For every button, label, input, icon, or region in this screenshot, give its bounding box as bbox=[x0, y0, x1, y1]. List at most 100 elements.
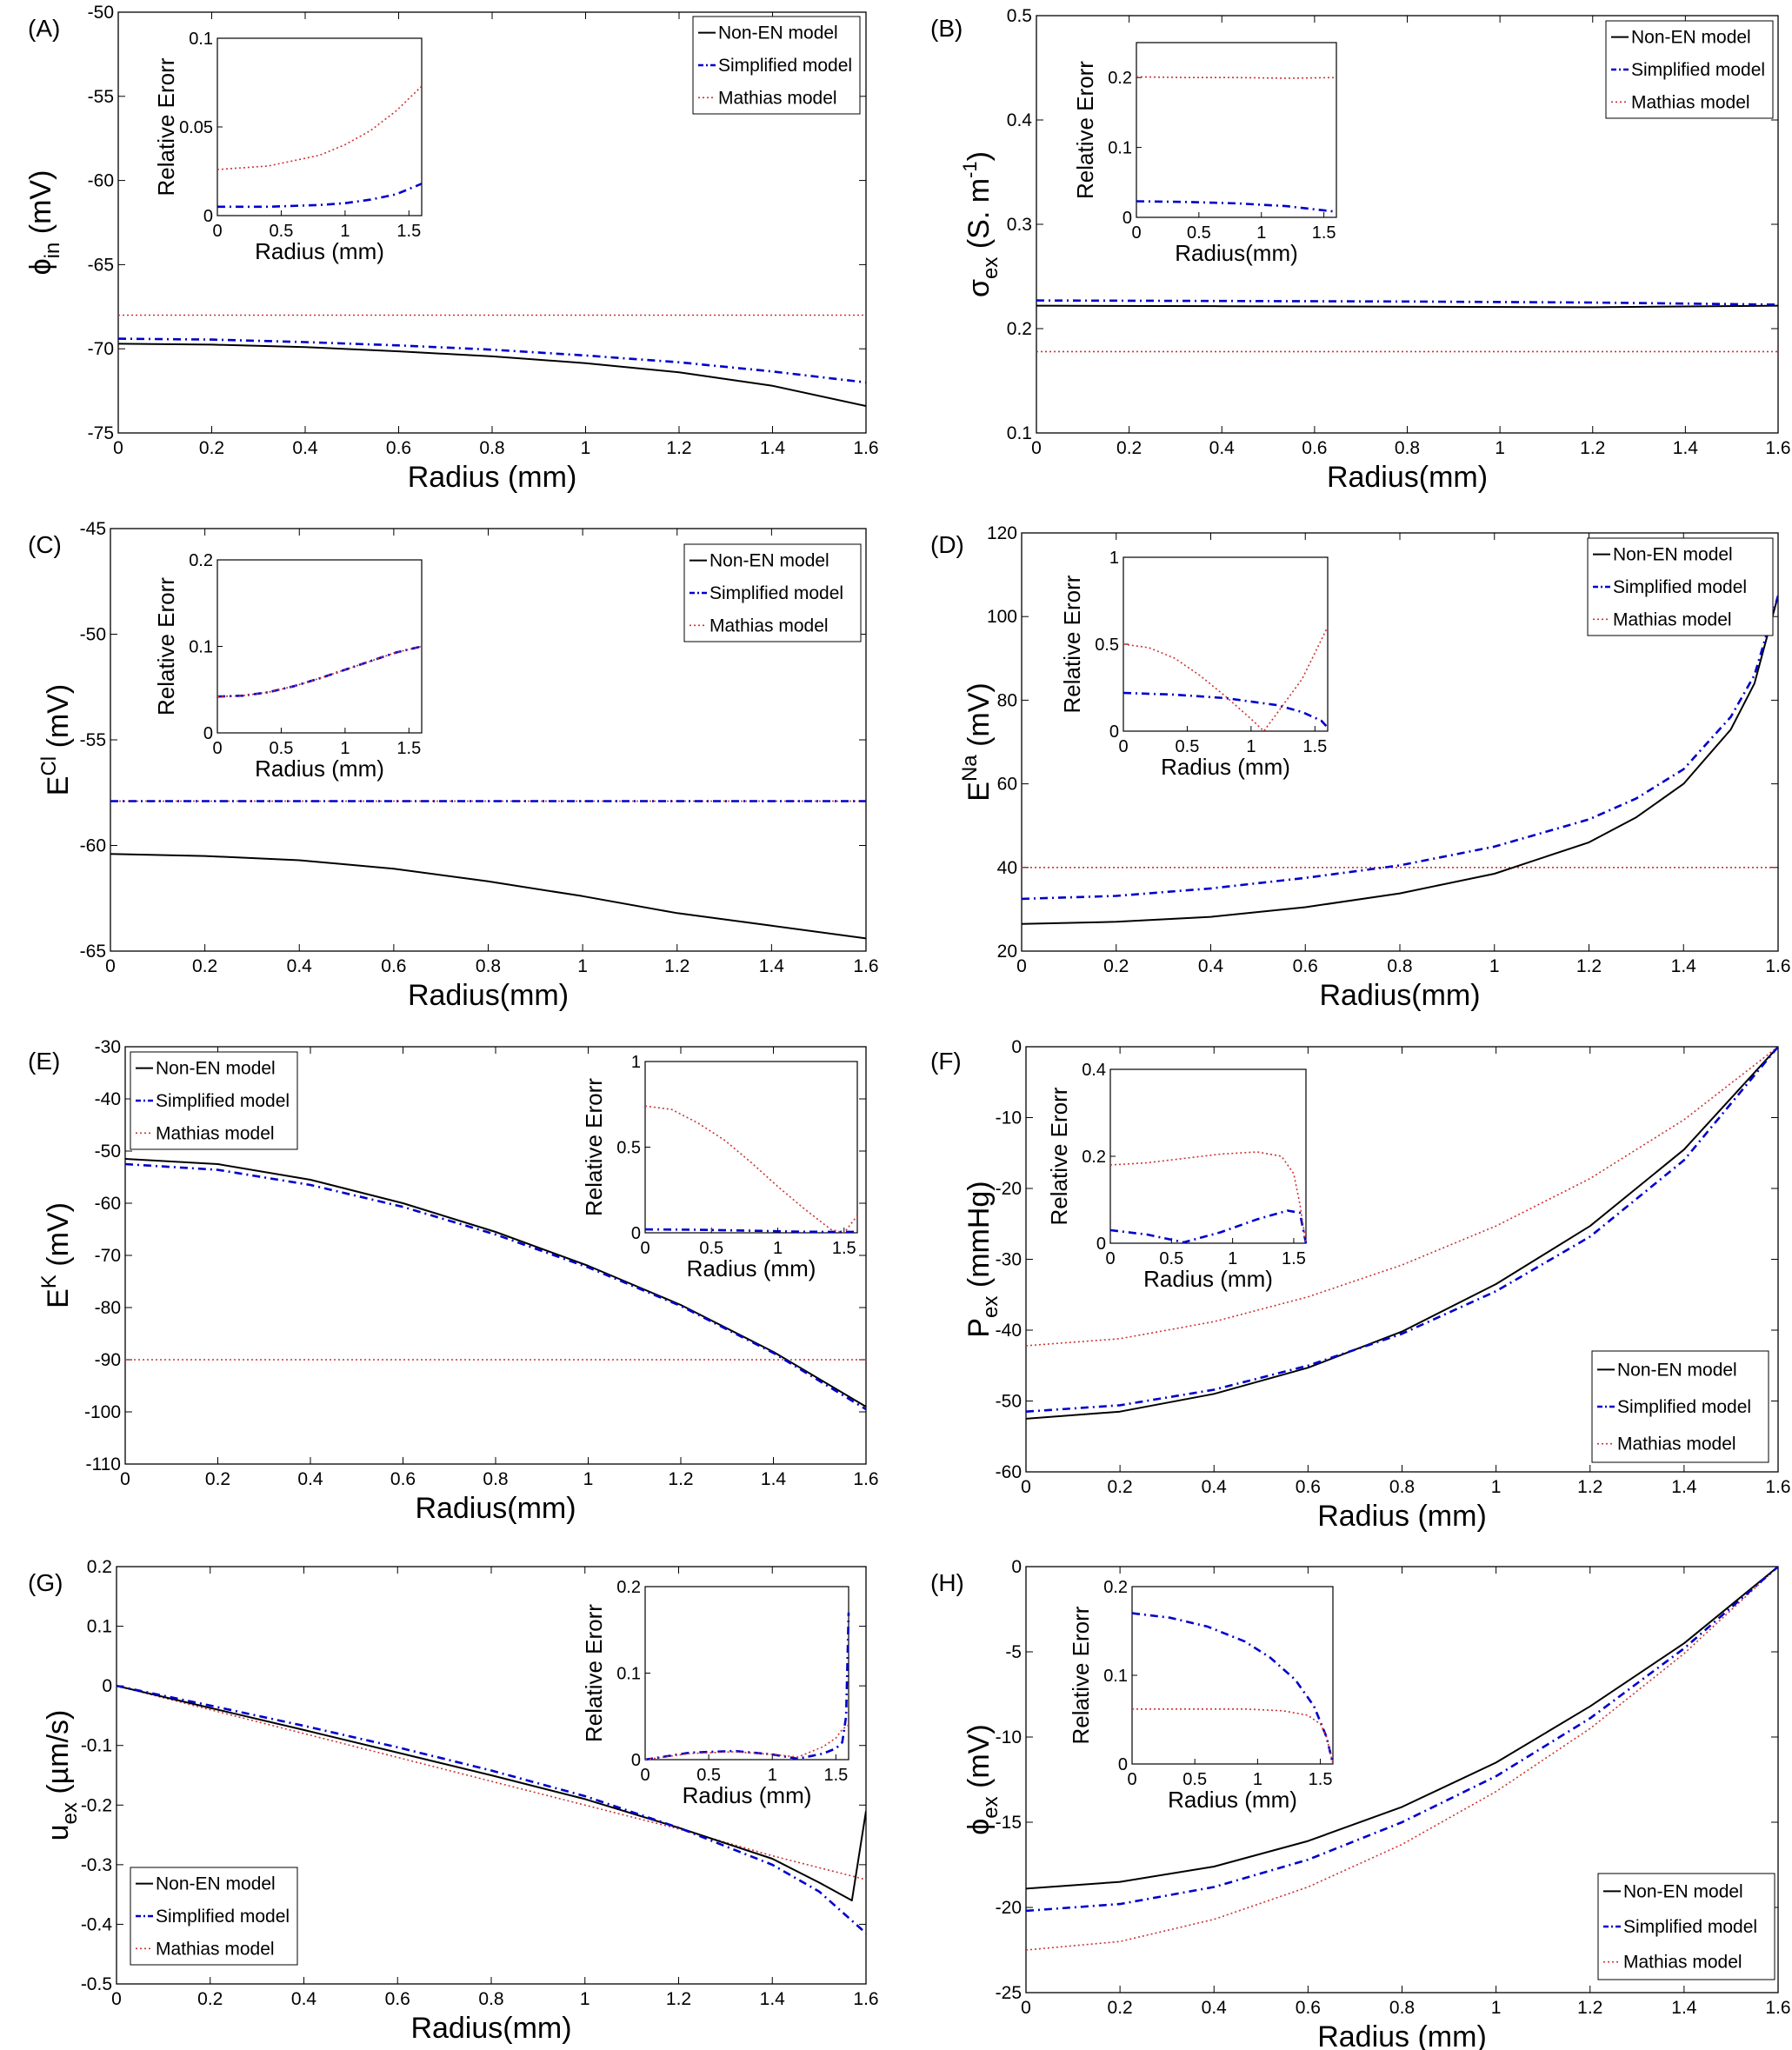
y-axis-label: ϕin (mV) bbox=[24, 170, 64, 276]
inset-plot-area bbox=[1131, 1586, 1334, 1765]
inset-y-axis-label: Relative Erorr bbox=[153, 57, 179, 196]
x-tick-label: 0.2 bbox=[1103, 956, 1129, 976]
legend-item-simplified-model: Simplified model bbox=[718, 56, 852, 76]
x-tick-label: 1.4 bbox=[761, 1469, 787, 1489]
inset-y-tick-label: 0 bbox=[1118, 1755, 1128, 1774]
inset-y-tick-label: 0.05 bbox=[179, 118, 213, 137]
x-tick-label: 1 bbox=[581, 438, 591, 458]
x-tick-label: 1 bbox=[1491, 1998, 1502, 2018]
x-tick-label: 0 bbox=[111, 1989, 122, 2009]
inset-x-tick-label: 1 bbox=[340, 739, 350, 758]
inset-plot-area bbox=[1136, 42, 1337, 218]
inset-x-tick-label: 1.5 bbox=[1282, 1249, 1306, 1268]
legend-item-simplified-model: Simplified model bbox=[1613, 577, 1747, 597]
inset-y-tick-label: 0.2 bbox=[616, 1578, 641, 1597]
y-tick-label: 0.5 bbox=[1007, 6, 1032, 26]
y-axis-label-main: E bbox=[42, 1288, 75, 1308]
legend-item-simplified-model: Simplified model bbox=[156, 1091, 290, 1111]
series-group bbox=[1022, 595, 1778, 925]
inset-series-line-simplified-model bbox=[1132, 1612, 1335, 1765]
legend-item-simplified-model: Simplified model bbox=[1631, 60, 1765, 80]
inset-y-tick-label: 0.2 bbox=[1082, 1148, 1106, 1167]
y-tick-label: -20 bbox=[996, 1179, 1022, 1199]
x-tick-label: 1.2 bbox=[1577, 1998, 1602, 2018]
x-tick-label: 0.4 bbox=[292, 438, 318, 458]
x-tick-label: 0.2 bbox=[1108, 1998, 1133, 2018]
legend-box bbox=[1597, 1873, 1775, 1980]
series-line-simplified-model bbox=[117, 1684, 866, 1934]
x-tick-label: 1 bbox=[1491, 1477, 1502, 1497]
y-axis-label-main: ϕ bbox=[24, 258, 57, 275]
y-axis-label: σex (S. m-1) bbox=[959, 151, 1003, 297]
x-tick-label: 1.4 bbox=[1671, 956, 1697, 976]
y-tick-label: -50 bbox=[80, 625, 106, 645]
inset-y-axis-label: Relative Erorr bbox=[1068, 1606, 1094, 1744]
y-axis-label-unit: (µm/s) bbox=[42, 1710, 75, 1802]
inset-series-line-mathias-model bbox=[1123, 626, 1329, 732]
legend-item-mathias-model: Mathias model bbox=[156, 1939, 275, 1959]
y-tick-label: 0.3 bbox=[1007, 215, 1032, 235]
y-tick-label: -30 bbox=[95, 1037, 121, 1057]
inset-series-line-mathias-model bbox=[217, 85, 423, 170]
inset-y-tick-label: 0 bbox=[203, 724, 213, 743]
x-tick-label: 0.8 bbox=[1395, 438, 1420, 458]
inset-x-axis-label: Radius (mm) bbox=[1168, 1787, 1297, 1813]
legend-box bbox=[692, 16, 861, 115]
inset-y-axis-label: Relative Erorr bbox=[581, 1078, 607, 1216]
x-tick-label: 1.4 bbox=[759, 956, 785, 976]
inset-x-tick-label: 1.5 bbox=[1309, 1770, 1333, 1789]
y-axis-label: Pex (mmHg) bbox=[963, 1181, 1003, 1337]
legend-item-simplified-model: Simplified model bbox=[156, 1907, 290, 1927]
inset-x-tick-label: 0.5 bbox=[699, 1239, 723, 1258]
x-tick-label: 0.6 bbox=[1293, 956, 1318, 976]
series-line-mathias-model bbox=[1026, 1567, 1778, 1951]
inset-x-tick-label: 1 bbox=[1246, 737, 1256, 756]
inset-plot-area bbox=[217, 37, 423, 216]
panel-c: (C) 0 0.2 0.4 0.6 0.8 1 1.2 1.4 1.6 -65 -60 -55 -50 -4… bbox=[28, 519, 879, 1012]
panel-f: (F) 0 0.2 0.4 0.6 0.8 1 1.2 1.4 1.6 -60 -50 -40 -30 -2… bbox=[930, 1037, 1791, 1533]
inset-y-tick-label: 1 bbox=[1109, 549, 1119, 568]
series-line-non-en-model bbox=[1026, 1567, 1778, 1890]
panel-e: (E) 0 0.2 0.4 0.6 0.8 1 1.2 1.4 1.6 -110 -100 -90 -80… bbox=[28, 1037, 879, 1525]
series-line-mathias-model bbox=[117, 1685, 866, 1880]
inset-y-tick-label: 0.2 bbox=[1108, 69, 1132, 88]
x-axis-label: Radius(mm) bbox=[415, 1492, 576, 1525]
x-tick-label: 1.6 bbox=[853, 956, 878, 976]
inset-series-line-simplified-model bbox=[645, 1228, 858, 1234]
x-tick-label: 0 bbox=[113, 438, 123, 458]
inset-plot-area bbox=[644, 1061, 858, 1234]
inset-x-tick-label: 1.5 bbox=[832, 1239, 856, 1258]
x-tick-label: 0 bbox=[1021, 1477, 1031, 1497]
x-tick-label: 0.8 bbox=[1389, 1998, 1415, 2018]
y-axis-label-superscript: Cl bbox=[37, 756, 61, 776]
inset-y-tick-label: 0.5 bbox=[616, 1139, 641, 1158]
x-tick-label: 0.8 bbox=[483, 1469, 508, 1489]
inset-y-tick-label: 1 bbox=[631, 1053, 641, 1072]
inset-y-tick-label: 0 bbox=[631, 1751, 641, 1770]
y-tick-label: 0.2 bbox=[87, 1557, 112, 1577]
y-axis-label-superscript: Na bbox=[958, 755, 982, 782]
inset-y-tick-label: 0.1 bbox=[189, 30, 213, 49]
y-tick-label: -70 bbox=[88, 339, 114, 359]
y-tick-label: 0.1 bbox=[1007, 423, 1032, 443]
inset-series-line-mathias-model bbox=[1132, 1708, 1334, 1765]
inset-plot-area bbox=[644, 1586, 849, 1760]
x-tick-label: 1.6 bbox=[1765, 1477, 1790, 1497]
inset-x-axis-label: Radius (mm) bbox=[1143, 1266, 1273, 1292]
panel-g: (G) 0 0.2 0.4 0.6 0.8 1 1.2 1.4 1.6 -0.5 -0.4 -0.3 -0… bbox=[28, 1557, 879, 2045]
y-axis-label-unit: (mV) bbox=[24, 170, 57, 243]
legend-item-non-en-model: Non-EN model bbox=[1623, 1881, 1743, 1901]
x-tick-label: 0.4 bbox=[297, 1469, 323, 1489]
legend: Non-EN model Simplified model Mathias mode… bbox=[1587, 537, 1774, 636]
panel-label: (F) bbox=[930, 1048, 962, 1075]
y-tick-label: -40 bbox=[95, 1089, 121, 1109]
x-tick-label: 0.2 bbox=[1108, 1477, 1133, 1497]
inset-x-tick-label: 1.5 bbox=[823, 1766, 848, 1785]
x-tick-label: 1.2 bbox=[1580, 438, 1605, 458]
y-axis-label: ECl (mV) bbox=[37, 684, 75, 795]
x-tick-label: 1.4 bbox=[1671, 1477, 1697, 1497]
legend-item-simplified-model: Simplified model bbox=[1623, 1917, 1757, 1937]
x-tick-label: 1.2 bbox=[668, 1469, 693, 1489]
x-tick-label: 0.6 bbox=[1302, 438, 1327, 458]
